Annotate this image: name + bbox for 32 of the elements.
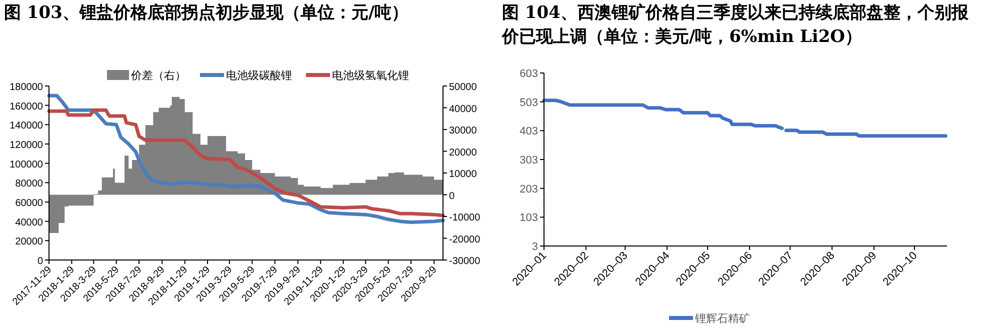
y-tick-label: 103 [520, 212, 538, 224]
chart-title: 图 103、锂盐价格底部拐点初步显现（单位：元/吨） [4, 3, 409, 23]
y-tick-label: 140000 [10, 120, 44, 132]
y2-tick-label: 10000 [449, 169, 478, 180]
y-tick-label: 180000 [10, 82, 44, 93]
y2-tick-label: 0 [449, 190, 455, 202]
y-tick-label: 60000 [15, 198, 44, 209]
y2-tick-label: -10000 [449, 212, 481, 224]
y2-tick-label: 20000 [449, 147, 478, 158]
y-tick-label: 40000 [15, 217, 44, 228]
y-tick-label: 603 [520, 68, 538, 80]
y-tick-label: 100000 [10, 159, 44, 170]
y-tick-label: 503 [520, 96, 538, 109]
y2-tick-label: 50000 [449, 82, 478, 93]
y-tick-label: 160000 [10, 101, 44, 112]
y-tick-label: 403 [520, 126, 538, 138]
y2-tick-label: -20000 [449, 234, 481, 246]
legend-label: 电池级氢氧化锂 [332, 69, 409, 82]
y-tick-label: 3 [532, 241, 538, 253]
y-tick-label: 120000 [10, 140, 44, 151]
y-tick-label: 80000 [15, 178, 44, 190]
y2-tick-label: 30000 [449, 126, 478, 136]
y-tick-label: 303 [520, 154, 538, 166]
legend-label: 电池级碳酸锂 [226, 69, 292, 82]
legend-label: 价差（右） [130, 70, 186, 82]
y-tick-label: 20000 [15, 236, 44, 248]
y-tick-label: 0 [37, 256, 44, 267]
legend-label: 锂辉石精矿 [694, 312, 750, 325]
y2-tick-label: -30000 [449, 256, 481, 267]
y2-tick-label: 40000 [449, 104, 478, 115]
chart-title: 图 104、西澳锂矿价格自三季度以来已持续底部盘整，个别报价已现上调（单位：美元/吨，6%min Li2O） [501, 3, 970, 47]
y-tick-label: 203 [520, 183, 538, 196]
